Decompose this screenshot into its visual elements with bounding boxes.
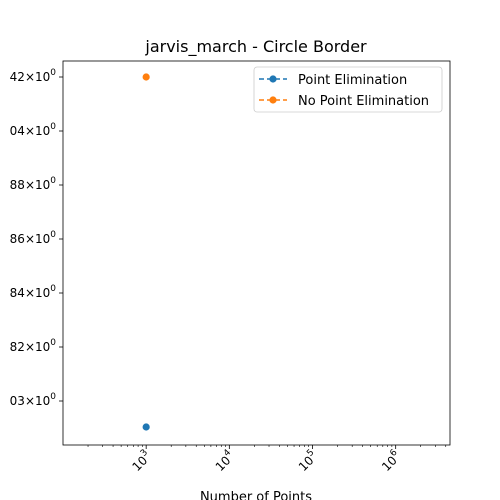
data-point <box>142 423 150 431</box>
y-axis-ticks: 42×100 04×100 88×100 86×100 84×100 82×100 03×1… <box>10 68 63 408</box>
legend-label: No Point Elimination <box>298 94 429 109</box>
plot-frame <box>62 60 451 446</box>
x-tick-label: 105 <box>294 448 320 474</box>
legend-marker <box>269 75 277 83</box>
legend-label: Point Elimination <box>298 73 407 88</box>
chart-title: jarvis_march - Circle Border <box>144 37 367 57</box>
y-tick-label: 42×100 <box>10 68 57 84</box>
plot-area <box>62 60 451 446</box>
x-axis-label: Number of Points <box>200 490 312 500</box>
x-tick-label: 103 <box>128 448 154 474</box>
legend-marker <box>269 96 277 104</box>
data-points <box>142 73 150 431</box>
legend: Point Elimination No Point Elimination <box>253 66 443 113</box>
data-point <box>142 73 150 81</box>
y-tick-label: 86×100 <box>10 230 57 246</box>
legend-box <box>253 66 443 113</box>
x-axis-ticks: 103 104 105 106 <box>87 445 447 474</box>
y-tick-label: 03×100 <box>10 392 57 408</box>
y-tick-label: 82×100 <box>10 338 57 354</box>
x-tick-label: 104 <box>211 448 237 474</box>
y-tick-label: 04×100 <box>10 122 57 138</box>
x-tick-label: 106 <box>378 448 404 474</box>
y-tick-label: 84×100 <box>10 284 57 300</box>
y-tick-label: 88×100 <box>10 176 57 192</box>
